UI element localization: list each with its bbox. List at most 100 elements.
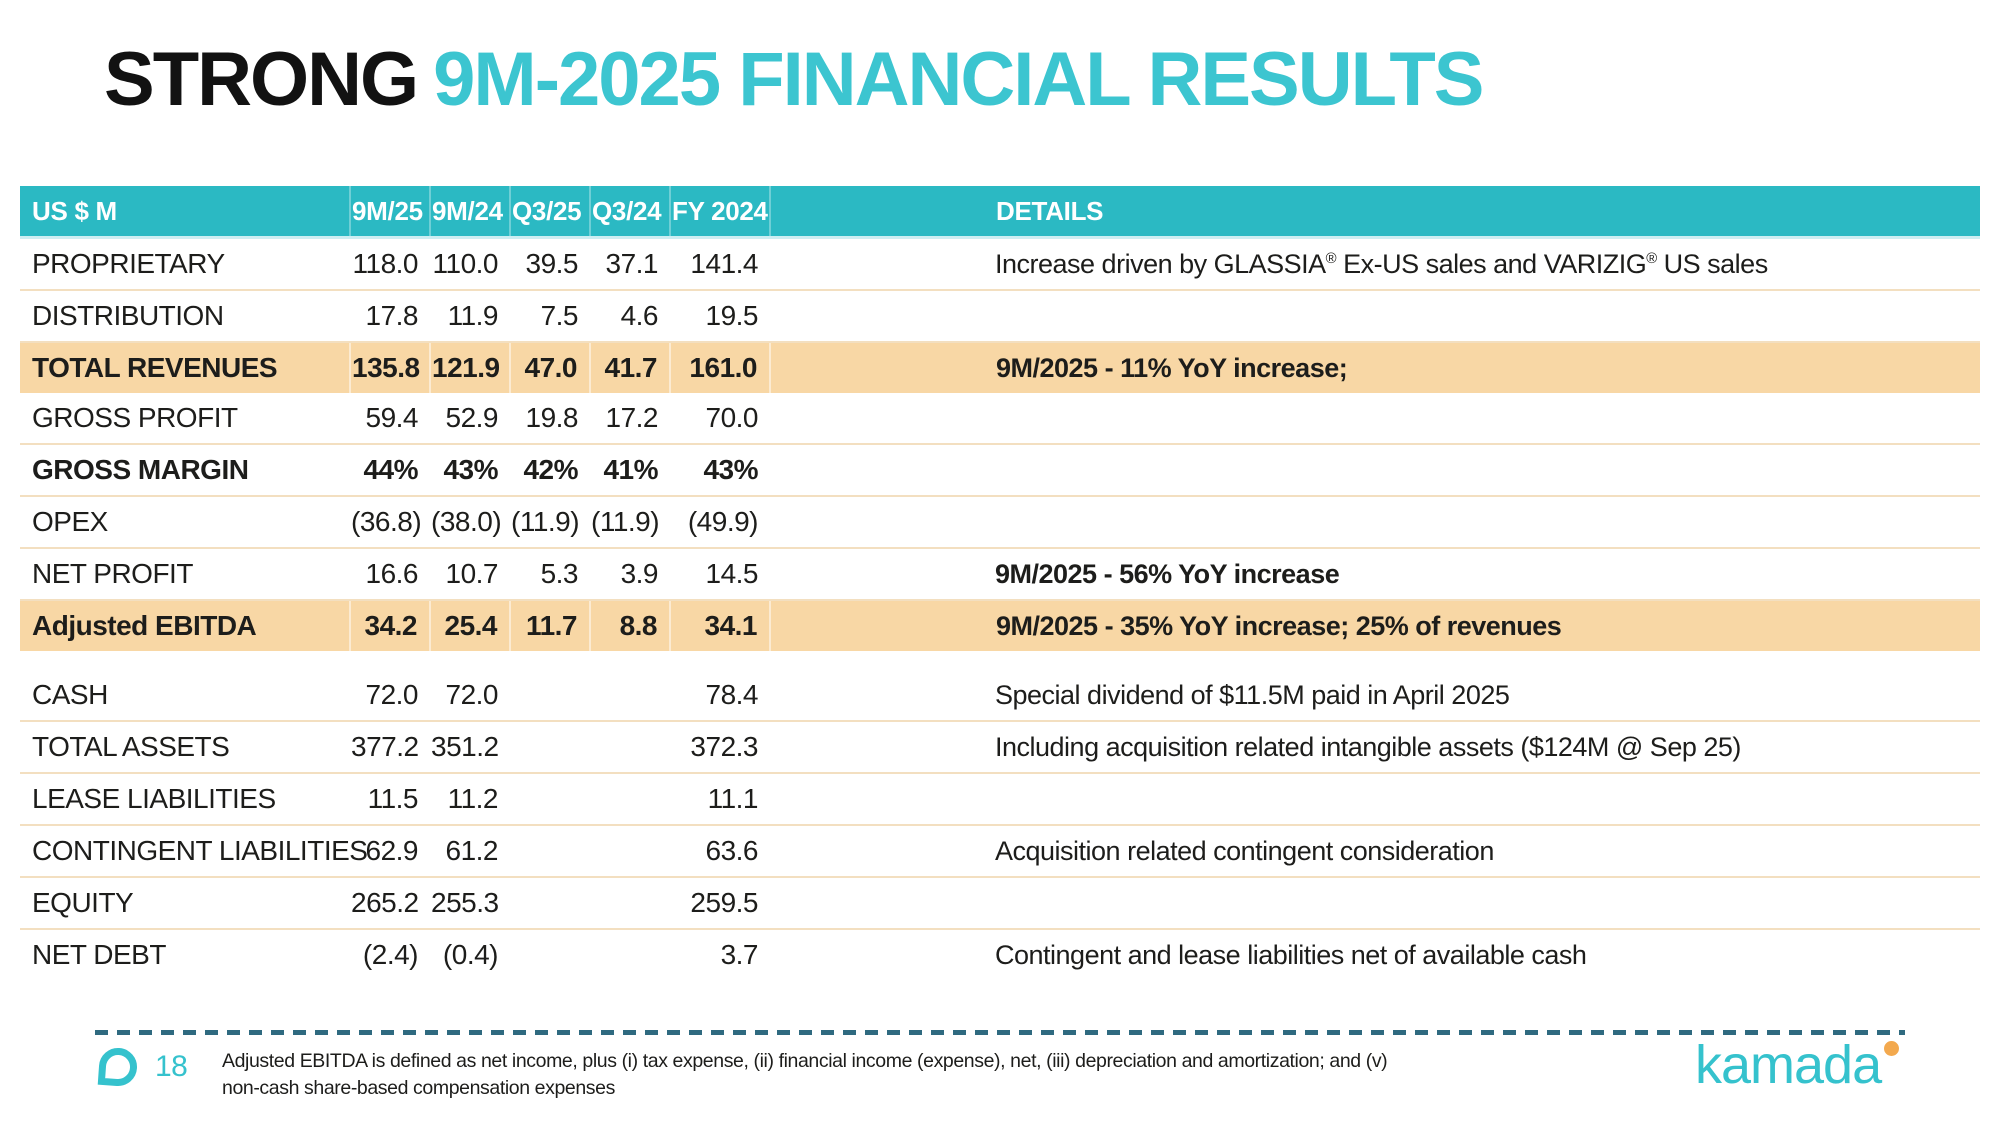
row-label: CASH	[20, 670, 350, 722]
row-value: 72.0	[350, 670, 430, 722]
row-value: (11.9)	[510, 496, 590, 549]
row-value: 377.2	[350, 721, 430, 774]
row-details: Acquisition related contingent considera…	[770, 825, 1980, 878]
row-value: 3.7	[720, 939, 759, 970]
kamada-logo: kamada	[1695, 1034, 1900, 1096]
row-value: 11.2	[430, 773, 510, 826]
row-label: OPEX	[20, 496, 350, 549]
row-value: 59.4	[350, 393, 430, 445]
row-value: 3.9	[590, 548, 670, 601]
row-details: 9M/2025 - 11% YoY increase;	[769, 342, 1980, 393]
col-header-q324: Q3/24	[589, 186, 670, 239]
row-value: 63.6	[670, 825, 770, 878]
row-details: Increase driven by GLASSIA® Ex-US sales …	[770, 237, 1980, 291]
row-value: 141.4	[670, 237, 770, 291]
row-details	[770, 290, 1980, 343]
row-value: 41.7	[589, 342, 670, 393]
row-value: 37.1	[590, 237, 670, 291]
row-value: 43%	[670, 444, 770, 497]
row-label: GROSS PROFIT	[20, 393, 350, 445]
page-title: STRONG 9M-2025 FINANCIAL RESULTS	[104, 42, 1485, 118]
col-header-q325: Q3/25	[509, 186, 590, 239]
row-value: 135.8	[349, 342, 430, 393]
row-value: (38.0)	[430, 496, 510, 549]
row-value: 42%	[510, 444, 590, 497]
footnote-line-2: non-cash share-based compensation expens…	[222, 1077, 615, 1099]
row-value: 34.1	[669, 600, 770, 651]
table-row: CASH 72.0 72.0 78.4 Special dividend of $11.…	[20, 670, 1980, 722]
row-label: EQUITY	[20, 877, 350, 930]
col-header-us-m: US $ M	[20, 186, 350, 239]
row-value: 25.4	[429, 600, 510, 651]
row-value	[590, 877, 670, 930]
row-value: 11.9	[430, 290, 510, 343]
footnote: Adjusted EBITDA is defined as net income…	[222, 1048, 1472, 1102]
table-row: NET PROFIT 16.6 10.7 5.3 3.9 14.5 9M/2025 - 56…	[20, 548, 1980, 601]
row-value: 161.0	[669, 342, 770, 393]
row-label: NET PROFIT	[20, 548, 350, 601]
row-value: 61.2	[430, 825, 510, 878]
row-value: 121.9	[429, 342, 510, 393]
table-row: CONTINGENT LIABILITIES 62.9 61.2 63.6 Acquis…	[20, 825, 1980, 878]
row-value: 17.8	[350, 290, 430, 343]
row-label: TOTAL ASSETS	[20, 721, 350, 774]
row-value: 34.2	[349, 600, 430, 651]
col-header-details: DETAILS	[769, 186, 1980, 239]
row-details	[770, 393, 1980, 445]
row-value	[510, 877, 590, 930]
row-label: Adjusted EBITDA	[20, 600, 350, 651]
col-header-9m25: 9M/25	[349, 186, 430, 239]
row-value: 255.3	[430, 877, 510, 930]
row-value	[590, 721, 670, 774]
row-details: 9M/2025 - 56% YoY increase	[770, 548, 1980, 601]
row-details	[770, 496, 1980, 549]
col-header-9m24: 9M/24	[429, 186, 510, 239]
table-row: Adjusted EBITDA 34.2 25.4 11.7 8.8 34.1 9M/202…	[20, 600, 1980, 651]
row-value: 43%	[430, 444, 510, 497]
row-value: 372.3	[670, 721, 770, 774]
row-value	[590, 825, 670, 878]
financial-results-table: US $ M 9M/25 9M/24 Q3/25 Q3/24 FY 2024 D…	[20, 186, 1980, 980]
row-value: 52.9	[430, 393, 510, 445]
row-value: 14.5	[670, 548, 770, 601]
row-value	[590, 929, 670, 980]
page-number: 18	[155, 1050, 188, 1083]
row-value: 78.4	[670, 670, 770, 722]
row-value: 19.8	[510, 393, 590, 445]
row-value: 44%	[350, 444, 430, 497]
row-details	[770, 877, 1980, 930]
row-value: 16.6	[350, 548, 430, 601]
row-label: TOTAL REVENUES	[20, 342, 350, 393]
row-value	[590, 670, 670, 722]
row-value: 11.7	[509, 600, 590, 651]
kamada-mark-icon	[97, 1046, 139, 1088]
row-details: Special dividend of $11.5M paid in April…	[770, 670, 1980, 722]
row-value: 41%	[590, 444, 670, 497]
row-value	[590, 773, 670, 826]
table-header-row: US $ M 9M/25 9M/24 Q3/25 Q3/24 FY 2024 D…	[20, 186, 1980, 239]
table-row: DISTRIBUTION 17.8 11.9 7.5 4.6 19.5	[20, 290, 1980, 343]
table-row: PROPRIETARY 118.0 110.0 39.5 37.1 141.4 Increa…	[20, 237, 1980, 291]
row-details: Contingent and lease liabilities net of …	[995, 939, 1587, 970]
table-row: OPEX (36.8) (38.0) (11.9) (11.9) (49.9)	[20, 496, 1980, 549]
row-value: 10.7	[430, 548, 510, 601]
row-value: (49.9)	[670, 496, 770, 549]
row-details	[770, 773, 1980, 826]
row-label: GROSS MARGIN	[20, 444, 350, 497]
row-value: (0.4)	[442, 939, 499, 970]
row-label: PROPRIETARY	[20, 237, 350, 291]
row-value: (36.8)	[350, 496, 430, 549]
table-row: GROSS PROFIT 59.4 52.9 19.8 17.2 70.0	[20, 393, 1980, 445]
table-body: PROPRIETARY 118.0 110.0 39.5 37.1 141.4 Increa…	[20, 237, 1980, 981]
section-spacer	[20, 651, 1980, 670]
title-strong: STRONG	[104, 37, 419, 122]
row-value: 118.0	[350, 237, 430, 291]
row-value: (11.9)	[590, 496, 670, 549]
row-label: LEASE LIABILITIES	[20, 773, 350, 826]
logo-text: kamada	[1695, 1035, 1882, 1095]
row-value: 11.5	[350, 773, 430, 826]
row-value: 72.0	[430, 670, 510, 722]
row-value: 39.5	[510, 237, 590, 291]
row-value: 47.0	[509, 342, 590, 393]
